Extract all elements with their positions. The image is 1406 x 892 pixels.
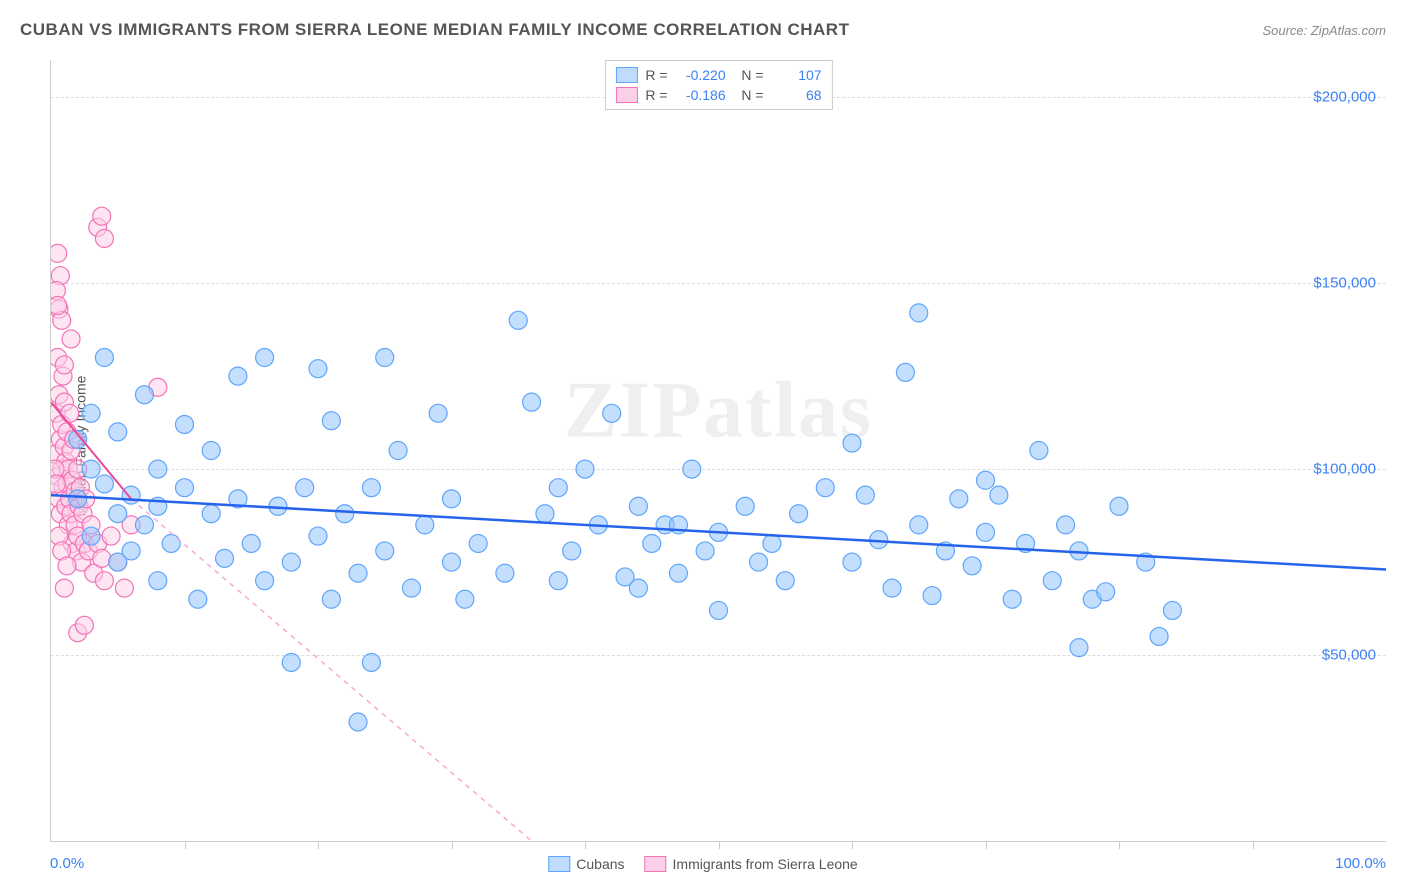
n-label: N = <box>734 67 764 83</box>
x-tick <box>452 841 453 849</box>
x-tick <box>585 841 586 849</box>
x-tick <box>185 841 186 849</box>
legend-item-series-1: Cubans <box>548 856 624 872</box>
swatch-series-2 <box>615 87 637 103</box>
x-axis-max-label: 100.0% <box>1335 855 1386 872</box>
n-label: N = <box>734 87 764 103</box>
chart-header: CUBAN VS IMMIGRANTS FROM SIERRA LEONE ME… <box>20 20 1386 40</box>
x-tick <box>1253 841 1254 849</box>
scatter-plot-svg <box>51 60 1386 841</box>
swatch-series-1-bottom <box>548 856 570 872</box>
r-label: R = <box>645 67 667 83</box>
series-legend: Cubans Immigrants from Sierra Leone <box>548 856 857 872</box>
x-tick <box>852 841 853 849</box>
x-tick <box>719 841 720 849</box>
r-value-2: -0.186 <box>676 87 726 103</box>
legend-label-1: Cubans <box>576 856 624 872</box>
legend-label-2: Immigrants from Sierra Leone <box>673 856 858 872</box>
legend-item-series-2: Immigrants from Sierra Leone <box>645 856 858 872</box>
r-value-1: -0.220 <box>676 67 726 83</box>
x-tick <box>986 841 987 849</box>
swatch-series-2-bottom <box>645 856 667 872</box>
chart-title: CUBAN VS IMMIGRANTS FROM SIERRA LEONE ME… <box>20 20 849 40</box>
source-attribution: Source: ZipAtlas.com <box>1262 23 1386 38</box>
x-tick <box>1119 841 1120 849</box>
legend-row-series-2: R = -0.186 N = 68 <box>615 85 821 105</box>
legend-row-series-1: R = -0.220 N = 107 <box>615 65 821 85</box>
chart-plot-area: ZIPatlas R = -0.220 N = 107 R = -0.186 N… <box>50 60 1386 842</box>
r-label: R = <box>645 87 667 103</box>
swatch-series-1 <box>615 67 637 83</box>
n-value-2: 68 <box>772 87 822 103</box>
x-tick <box>318 841 319 849</box>
n-value-1: 107 <box>772 67 822 83</box>
correlation-legend: R = -0.220 N = 107 R = -0.186 N = 68 <box>604 60 832 110</box>
x-axis-min-label: 0.0% <box>50 855 84 872</box>
